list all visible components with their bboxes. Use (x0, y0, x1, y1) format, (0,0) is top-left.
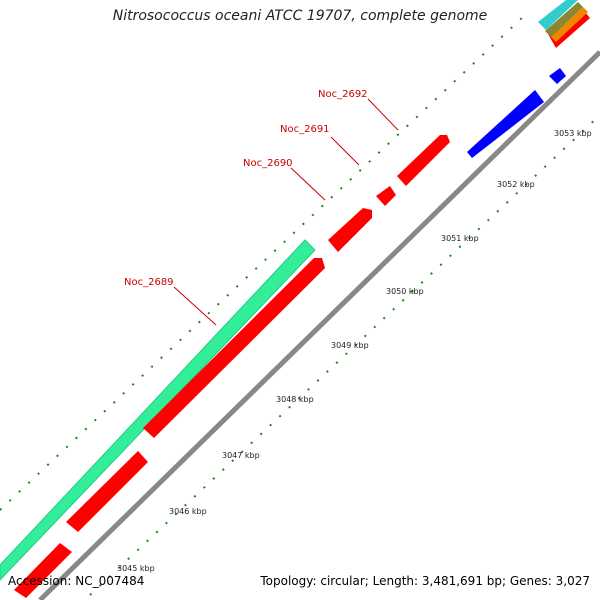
callout-line (290, 167, 326, 201)
scale-label: 3049 kbp (331, 341, 369, 350)
gene-feature-red (66, 451, 148, 532)
gene-feature-red (397, 135, 450, 186)
scale-label: 3048 kbp (276, 395, 314, 404)
accession-text: Accession: NC_007484 (8, 574, 145, 588)
gene-feature-red (376, 186, 396, 206)
gene-feature-red (143, 258, 325, 438)
scale-label: 3051 kbp (441, 234, 479, 243)
scale-label: 3047 kbp (222, 451, 260, 460)
genome-stats-text: Topology: circular; Length: 3,481,691 bp… (260, 574, 590, 588)
outer-tick-line (0, 14, 526, 511)
map-title: Nitrosococcus oceani ATCC 19707, complet… (112, 8, 488, 24)
gene-feature-red (328, 208, 372, 252)
callout-line (173, 286, 217, 326)
gene-feature-blue (467, 90, 544, 158)
scale-label: 3052 kbp (497, 180, 535, 189)
gene-feature-red (14, 543, 72, 598)
legend-orange-block (551, 7, 588, 42)
legend-cyan-block (538, 0, 578, 30)
scale-label: 3053 kbp (554, 129, 592, 138)
scale-label: 3050 kbp (386, 287, 424, 296)
gene-label: Noc_2691 (280, 124, 330, 135)
legend-olive-block (545, 2, 583, 37)
gene-label: Noc_2692 (318, 89, 368, 100)
callout-line (330, 136, 360, 166)
gene-label: Noc_2689 (124, 277, 174, 288)
callout-line (367, 98, 399, 131)
gene-feature-blue (549, 68, 566, 84)
genome-backbone (38, 50, 600, 600)
scale-label: 3046 kbp (169, 507, 207, 516)
rna-feature-track (0, 239, 316, 581)
gene-label: Noc_2690 (243, 158, 293, 169)
scale-label: 3045 kbp (117, 564, 155, 573)
